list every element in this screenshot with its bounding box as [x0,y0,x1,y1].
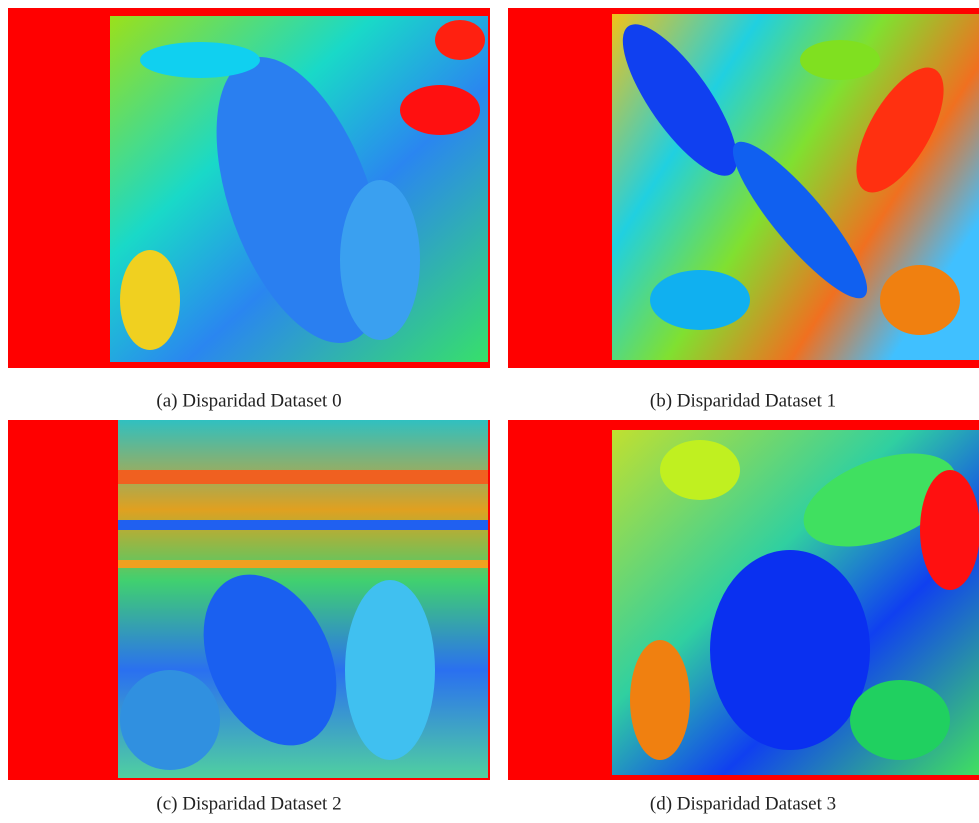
panel-a-image [8,8,490,368]
caption: (c) Disparidad Dataset 2 [156,793,341,814]
panel-c-image [8,420,490,780]
caption: (b) Disparidad Dataset 1 [650,390,836,411]
panel-b-image [508,8,979,368]
panel-d-image [508,420,979,780]
caption: (d) Disparidad Dataset 3 [650,793,836,814]
figure: (a) Disparidad Dataset 0 (b) Disparidad … [0,0,979,823]
caption: (a) Disparidad Dataset 0 [156,390,341,411]
